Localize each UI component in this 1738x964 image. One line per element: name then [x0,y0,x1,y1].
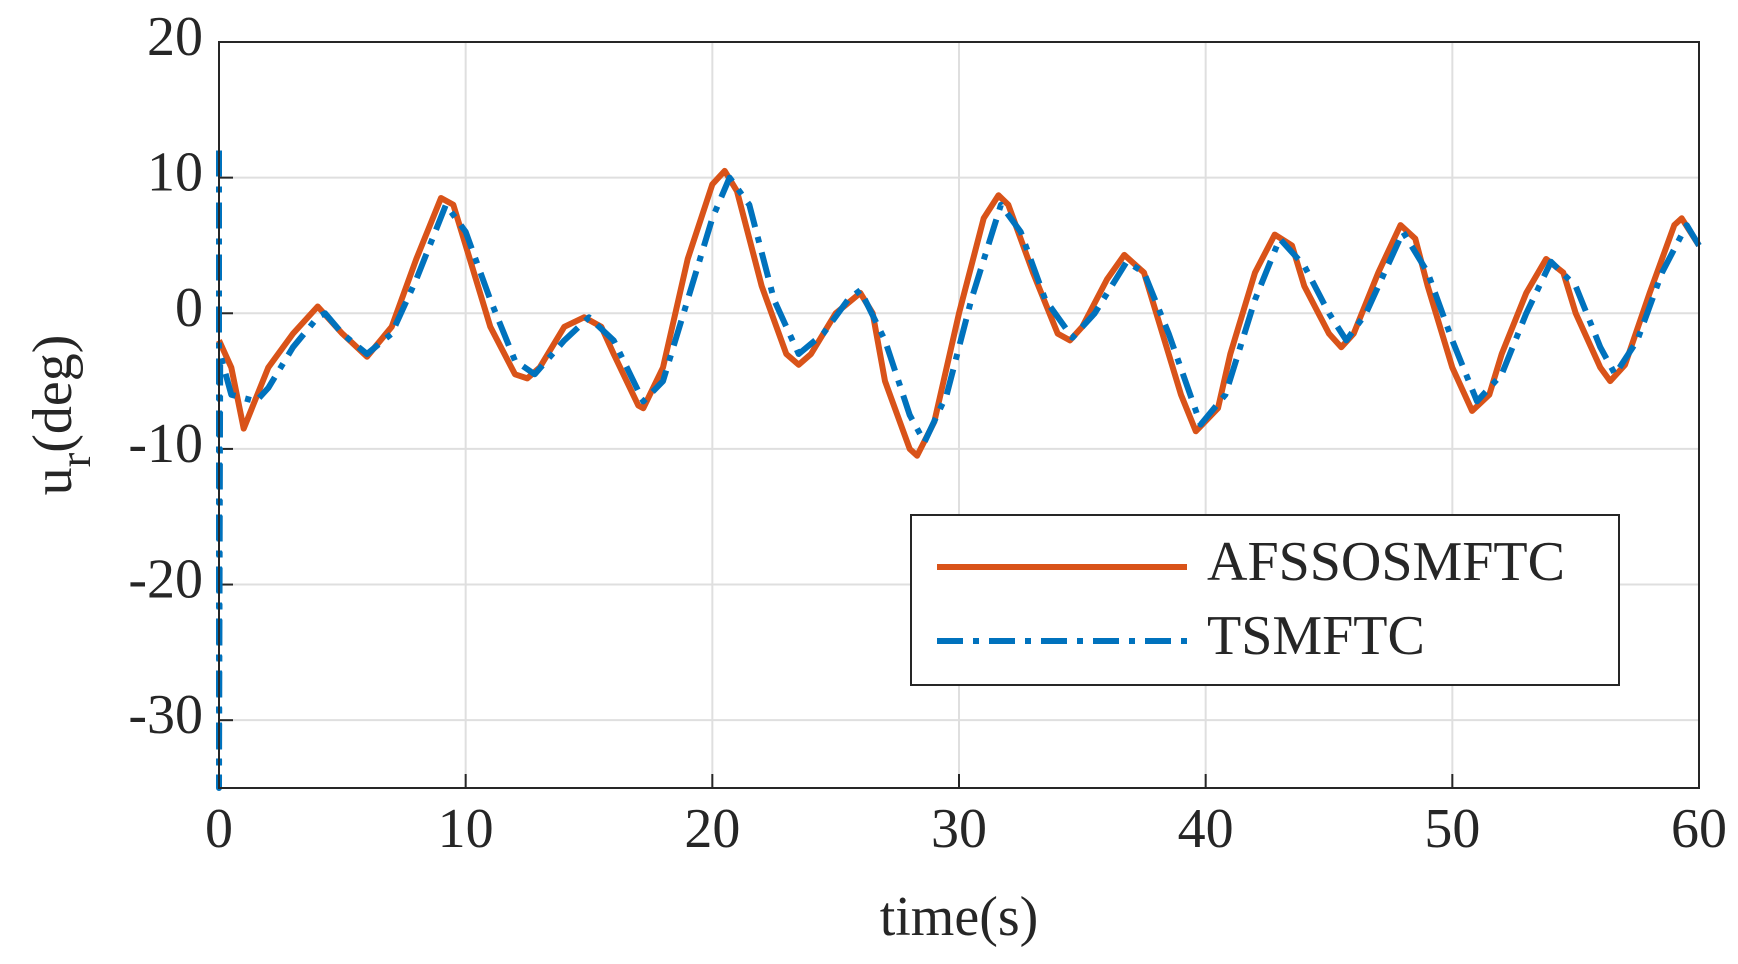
legend-label: AFSSOSMFTC [1207,531,1565,593]
y-tick-label: -10 [128,413,203,475]
y-label-main: u [22,467,84,495]
y-tick-label: -20 [128,548,203,610]
x-tick-label: 0 [205,798,233,860]
y-label-unit: (deg) [22,335,84,453]
y-label-sub: r [51,452,100,467]
y-tick-label: 20 [147,6,203,68]
legend-box [910,514,1620,686]
x-axis-label: time(s) [880,886,1039,948]
series-line [216,150,1702,791]
x-tick-label: 30 [931,798,987,860]
x-tick-label: 20 [684,798,740,860]
y-tick-label: 0 [175,277,203,339]
axes-box [218,41,1700,789]
x-tick-label: 60 [1671,798,1727,860]
x-tick-label: 10 [438,798,494,860]
y-tick-label: -30 [128,684,203,746]
series-line [216,167,1702,459]
x-tick-label: 50 [1424,798,1480,860]
y-tick-label: 10 [147,141,203,203]
y-axis-label: ur(deg) [22,335,100,496]
legend-label: TSMFTC [1207,605,1425,667]
x-tick-label: 40 [1178,798,1234,860]
